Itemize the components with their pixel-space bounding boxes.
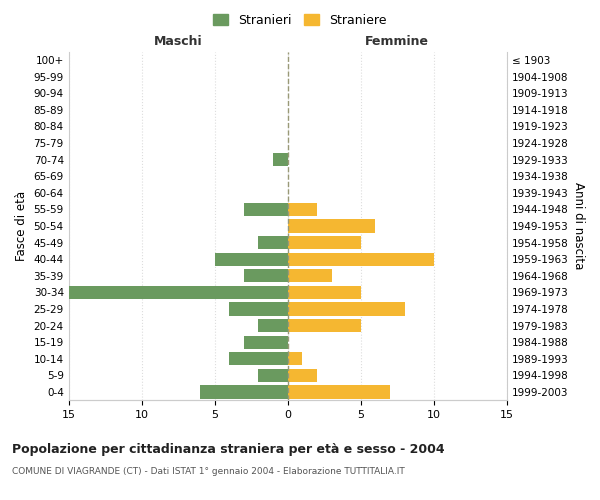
Bar <box>68 286 287 299</box>
Bar <box>200 386 287 398</box>
Bar <box>287 352 302 366</box>
Bar <box>287 236 361 249</box>
Bar <box>229 352 287 366</box>
Bar <box>287 386 390 398</box>
Text: Femmine: Femmine <box>365 36 429 49</box>
Bar <box>259 368 287 382</box>
Bar <box>287 368 317 382</box>
Bar <box>287 302 404 316</box>
Y-axis label: Anni di nascita: Anni di nascita <box>572 182 585 270</box>
Bar <box>287 252 434 266</box>
Text: COMUNE DI VIAGRANDE (CT) - Dati ISTAT 1° gennaio 2004 - Elaborazione TUTTITALIA.: COMUNE DI VIAGRANDE (CT) - Dati ISTAT 1°… <box>12 468 405 476</box>
Text: Popolazione per cittadinanza straniera per età e sesso - 2004: Popolazione per cittadinanza straniera p… <box>12 442 445 456</box>
Bar <box>287 269 331 282</box>
Text: Maschi: Maschi <box>154 36 202 49</box>
Bar <box>287 286 361 299</box>
Y-axis label: Fasce di età: Fasce di età <box>15 191 28 261</box>
Bar <box>287 202 317 216</box>
Bar <box>259 236 287 249</box>
Bar <box>244 202 287 216</box>
Bar <box>229 302 287 316</box>
Bar <box>273 153 287 166</box>
Bar <box>287 220 376 232</box>
Bar <box>244 336 287 349</box>
Bar <box>244 269 287 282</box>
Bar <box>215 252 287 266</box>
Bar <box>287 319 361 332</box>
Legend: Stranieri, Straniere: Stranieri, Straniere <box>213 14 387 26</box>
Bar <box>259 319 287 332</box>
